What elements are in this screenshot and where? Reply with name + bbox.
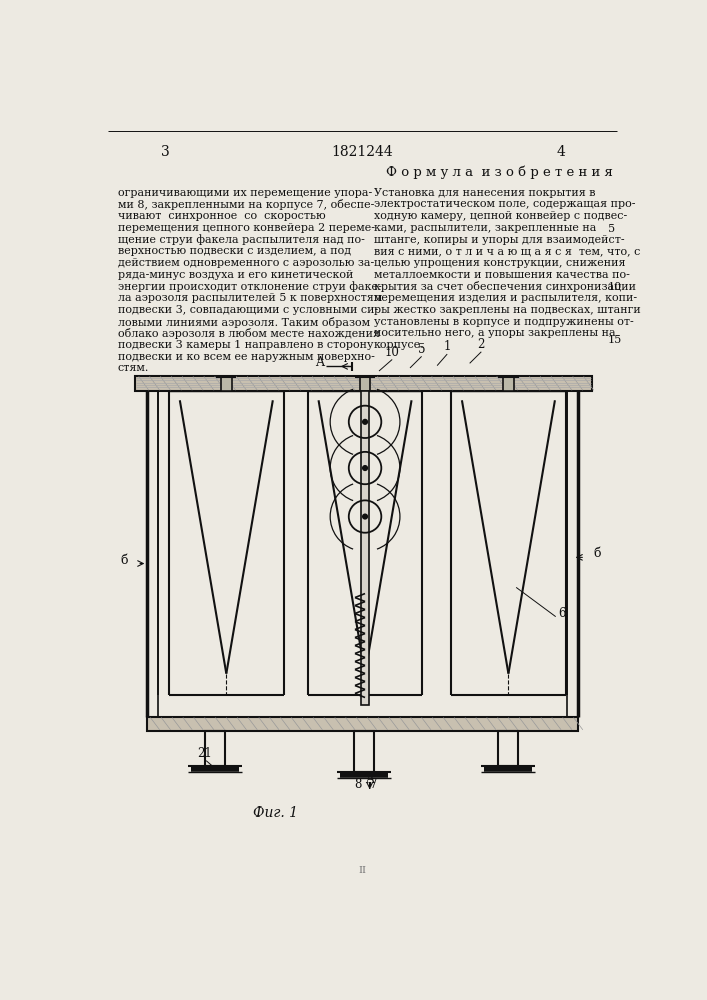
Text: 5: 5	[418, 343, 426, 356]
Text: действием одновременного с аэрозолью за-: действием одновременного с аэрозолью за-	[118, 258, 374, 268]
Circle shape	[362, 465, 368, 471]
Text: чивают  синхронное  со  скоростью: чивают синхронное со скоростью	[118, 211, 325, 221]
Text: подвески и ко всем ее наружным поверхно-: подвески и ко всем ее наружным поверхно-	[118, 352, 375, 362]
Text: носительно него, а упоры закреплены на: носительно него, а упоры закреплены на	[373, 328, 615, 338]
Text: II: II	[358, 866, 366, 875]
Text: ры жестко закреплены на подвесках, штанги: ры жестко закреплены на подвесках, штанг…	[373, 305, 641, 315]
Text: 8: 8	[354, 778, 362, 791]
Bar	[361, 391, 369, 705]
Bar	[360, 377, 370, 391]
Text: Фиг. 1: Фиг. 1	[253, 806, 298, 820]
Bar	[204, 731, 225, 766]
Text: 5: 5	[607, 224, 615, 234]
Text: целью упрощения конструкции, снижения: целью упрощения конструкции, снижения	[373, 258, 625, 268]
Text: перемещения изделия и распылителя, копи-: перемещения изделия и распылителя, копи-	[373, 293, 637, 303]
Text: ловыми линиями аэрозоля. Таким образом: ловыми линиями аэрозоля. Таким образом	[118, 317, 370, 328]
Text: 3: 3	[161, 145, 170, 159]
Text: Ф о р м у л а  и з о б р е т е н и я: Ф о р м у л а и з о б р е т е н и я	[386, 166, 612, 179]
Text: вия с ними, о т л и ч а ю щ а я с я  тем, что, с: вия с ними, о т л и ч а ю щ а я с я тем,…	[373, 246, 640, 256]
Text: A: A	[366, 773, 374, 786]
Text: б: б	[594, 547, 601, 560]
Text: 10: 10	[607, 282, 622, 292]
Text: 7: 7	[370, 778, 378, 791]
Text: 2: 2	[478, 338, 485, 351]
Text: 6: 6	[558, 607, 566, 620]
Text: перемещения цепного конвейера 2 переме-: перемещения цепного конвейера 2 переме-	[118, 223, 375, 233]
Bar	[146, 717, 578, 731]
Text: щение струи факела распылителя над по-: щение струи факела распылителя над по-	[118, 235, 365, 245]
Text: электростатическом поле, содержащая про-: электростатическом поле, содержащая про-	[373, 199, 635, 209]
Text: стям.: стям.	[118, 363, 149, 373]
Text: энергии происходит отклонение струи факе-: энергии происходит отклонение струи факе…	[118, 281, 382, 292]
Text: подвески 3, совпадающими с условными си-: подвески 3, совпадающими с условными си-	[118, 305, 378, 315]
Text: штанге, копиры и упоры для взаимодейст-: штанге, копиры и упоры для взаимодейст-	[373, 235, 624, 245]
Text: ходную камеру, цепной конвейер с подвес-: ходную камеру, цепной конвейер с подвес-	[373, 211, 627, 221]
Bar	[135, 376, 592, 391]
Bar	[503, 377, 514, 391]
Text: 1821244: 1821244	[331, 145, 393, 159]
Circle shape	[362, 419, 368, 425]
Bar	[354, 731, 374, 772]
Text: облако аэрозоля в любом месте нахождения: облако аэрозоля в любом месте нахождения	[118, 328, 380, 339]
Text: б: б	[120, 554, 128, 567]
Text: подвески 3 камеры 1 направлено в сторону: подвески 3 камеры 1 направлено в сторону	[118, 340, 373, 350]
Text: 4: 4	[556, 145, 566, 159]
Text: ми 8, закрепленными на корпусе 7, обеспе-: ми 8, закрепленными на корпусе 7, обеспе…	[118, 199, 374, 210]
Text: металлоемкости и повышения качества по-: металлоемкости и повышения качества по-	[373, 270, 629, 280]
Text: корпусе.: корпусе.	[373, 340, 424, 350]
Text: 21: 21	[197, 747, 212, 760]
Text: 15: 15	[607, 335, 622, 345]
Text: верхностью подвески с изделием, а под: верхностью подвески с изделием, а под	[118, 246, 351, 256]
Text: ла аэрозоля распылителей 5 к поверхностям: ла аэрозоля распылителей 5 к поверхностя…	[118, 293, 382, 303]
Text: A: A	[315, 356, 324, 369]
Text: ряда-минус воздуха и его кинетической: ряда-минус воздуха и его кинетической	[118, 270, 354, 280]
Text: Установка для нанесения покрытия в: Установка для нанесения покрытия в	[373, 188, 595, 198]
Circle shape	[362, 513, 368, 520]
Text: крытия за счет обеспечения синхронизации: крытия за счет обеспечения синхронизации	[373, 281, 636, 292]
Bar	[221, 377, 232, 391]
Text: ограничивающими их перемещение упора-: ограничивающими их перемещение упора-	[118, 188, 372, 198]
Text: установлены в корпусе и подпружинены от-: установлены в корпусе и подпружинены от-	[373, 317, 633, 327]
Text: 1: 1	[443, 340, 451, 353]
Text: ками, распылители, закрепленные на: ками, распылители, закрепленные на	[373, 223, 596, 233]
Bar	[498, 731, 518, 766]
Text: 10: 10	[385, 346, 399, 359]
